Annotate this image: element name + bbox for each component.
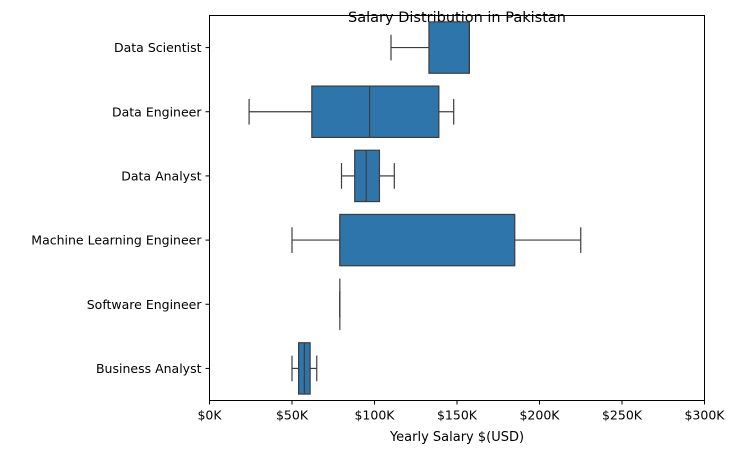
box-data-analyst — [340, 149, 395, 203]
box-business-analyst — [291, 342, 318, 395]
box-iqr — [354, 149, 381, 203]
y-tick-label: Software Engineer — [87, 297, 203, 312]
x-axis-ticks: $0K $50K $100K $150K $200K $250K $300K — [197, 400, 725, 423]
x-axis-label: Yearly Salary $(USD) — [389, 430, 524, 445]
x-tick-label: $50K — [276, 408, 309, 423]
x-tick-label: $0K — [197, 408, 222, 423]
y-tick-label: Machine Learning Engineer — [31, 233, 202, 248]
box-iqr — [311, 85, 440, 139]
y-axis-ticks: Data Scientist Data Engineer Data Analyst M… — [31, 40, 210, 376]
y-tick-label: Data Analyst — [121, 168, 201, 183]
box-data-engineer — [248, 85, 455, 139]
x-tick-label: $300K — [684, 408, 725, 423]
x-tick-label: $250K — [602, 408, 643, 423]
y-tick-label: Data Scientist — [114, 40, 202, 55]
box-iqr — [339, 213, 516, 267]
chart-title: Salary Distribution in Pakistan — [348, 10, 566, 26]
box-machine-learning-engineer — [291, 213, 582, 267]
x-tick-label: $200K — [519, 408, 560, 423]
box-plot-area — [248, 21, 582, 395]
box-iqr — [428, 21, 470, 74]
x-tick-label: $150K — [437, 408, 478, 423]
x-tick-label: $100K — [354, 408, 395, 423]
y-tick-label: Data Engineer — [112, 104, 202, 119]
y-tick-label: Business Analyst — [96, 361, 202, 376]
box-data-scientist — [390, 21, 470, 74]
plot-frame — [209, 15, 705, 401]
